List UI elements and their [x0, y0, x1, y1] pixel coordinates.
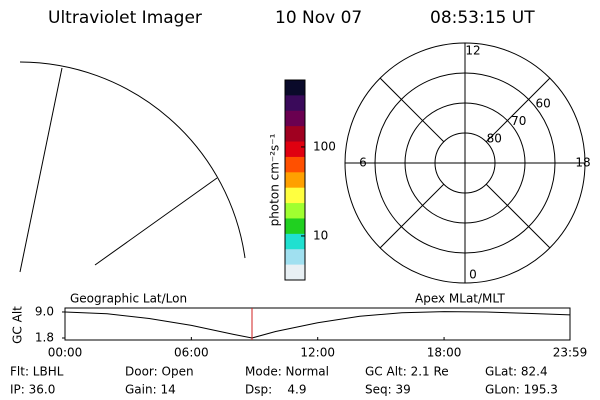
colorbar-segment — [285, 233, 305, 250]
y-tick-label: 1.8 — [35, 331, 54, 345]
ring-label: 80 — [487, 132, 502, 146]
polar-spoke — [379, 183, 445, 249]
colorbar-segment — [285, 187, 305, 204]
colorbar-frame — [284, 79, 306, 281]
polar-spoke — [379, 77, 445, 143]
colorbar-segment — [285, 218, 305, 235]
x-tick-label: 06:00 — [174, 346, 209, 360]
status-field: Seq: 39 — [365, 383, 411, 397]
colorbar-segment — [285, 95, 305, 112]
panel-label: Apex MLat/MLT — [415, 292, 505, 306]
colorbar-segment — [285, 80, 305, 96]
panel-label: Geographic Lat/Lon — [70, 292, 187, 306]
status-field: Gain: 14 — [125, 383, 176, 397]
grid-line — [94, 177, 218, 266]
y-axis-label: GC Alt — [11, 306, 25, 344]
colorbar-segment — [285, 126, 305, 143]
polar-spoke — [485, 183, 551, 249]
earth-limb — [19, 61, 246, 259]
colorbar-segment — [285, 203, 305, 219]
colorbar-segment — [285, 264, 305, 281]
mlt-label: 18 — [575, 156, 590, 170]
time: 08:53:15 UT — [430, 8, 535, 28]
colorbar-tick-label: 10 — [313, 228, 328, 242]
ring-label: 70 — [511, 114, 526, 128]
status-field: Door: Open — [125, 365, 194, 379]
y-tick-label: 9.0 — [35, 304, 54, 318]
altitude-line — [64, 311, 571, 339]
mlt-label: 6 — [359, 156, 367, 170]
colorbar-tick-label: 100 — [313, 139, 336, 153]
colorbar-segment — [285, 110, 305, 127]
polar-spoke — [485, 77, 551, 143]
x-tick-label: 12:00 — [300, 346, 335, 360]
mlt-label: 0 — [469, 268, 477, 282]
title: Ultraviolet Imager — [48, 8, 202, 28]
ring-label: 60 — [535, 97, 550, 111]
status-field: GLat: 82.4 — [485, 365, 548, 379]
altitude-frame — [64, 307, 571, 341]
grid-line — [19, 67, 63, 273]
mlt-label: 12 — [465, 44, 480, 58]
status-field: Dsp: 4.9 — [245, 383, 307, 397]
colorbar-segment — [285, 141, 305, 158]
status-field: GLon: 195.3 — [485, 383, 558, 397]
x-tick-label: 23:59 — [553, 346, 588, 360]
colorbar-segment — [285, 172, 305, 189]
status-field: GC Alt: 2.1 Re — [365, 365, 449, 379]
status-field: IP: 36.0 — [10, 383, 55, 397]
status-field: Flt: LBHL — [10, 365, 64, 379]
colorbar-segment — [285, 156, 305, 173]
date: 10 Nov 07 — [275, 8, 362, 28]
colorbar-segment — [285, 249, 305, 266]
x-tick-label: 00:00 — [48, 346, 83, 360]
x-tick-label: 18:00 — [427, 346, 462, 360]
colorbar-label: photon cm⁻²s⁻¹ — [268, 133, 282, 226]
status-field: Mode: Normal — [245, 365, 329, 379]
